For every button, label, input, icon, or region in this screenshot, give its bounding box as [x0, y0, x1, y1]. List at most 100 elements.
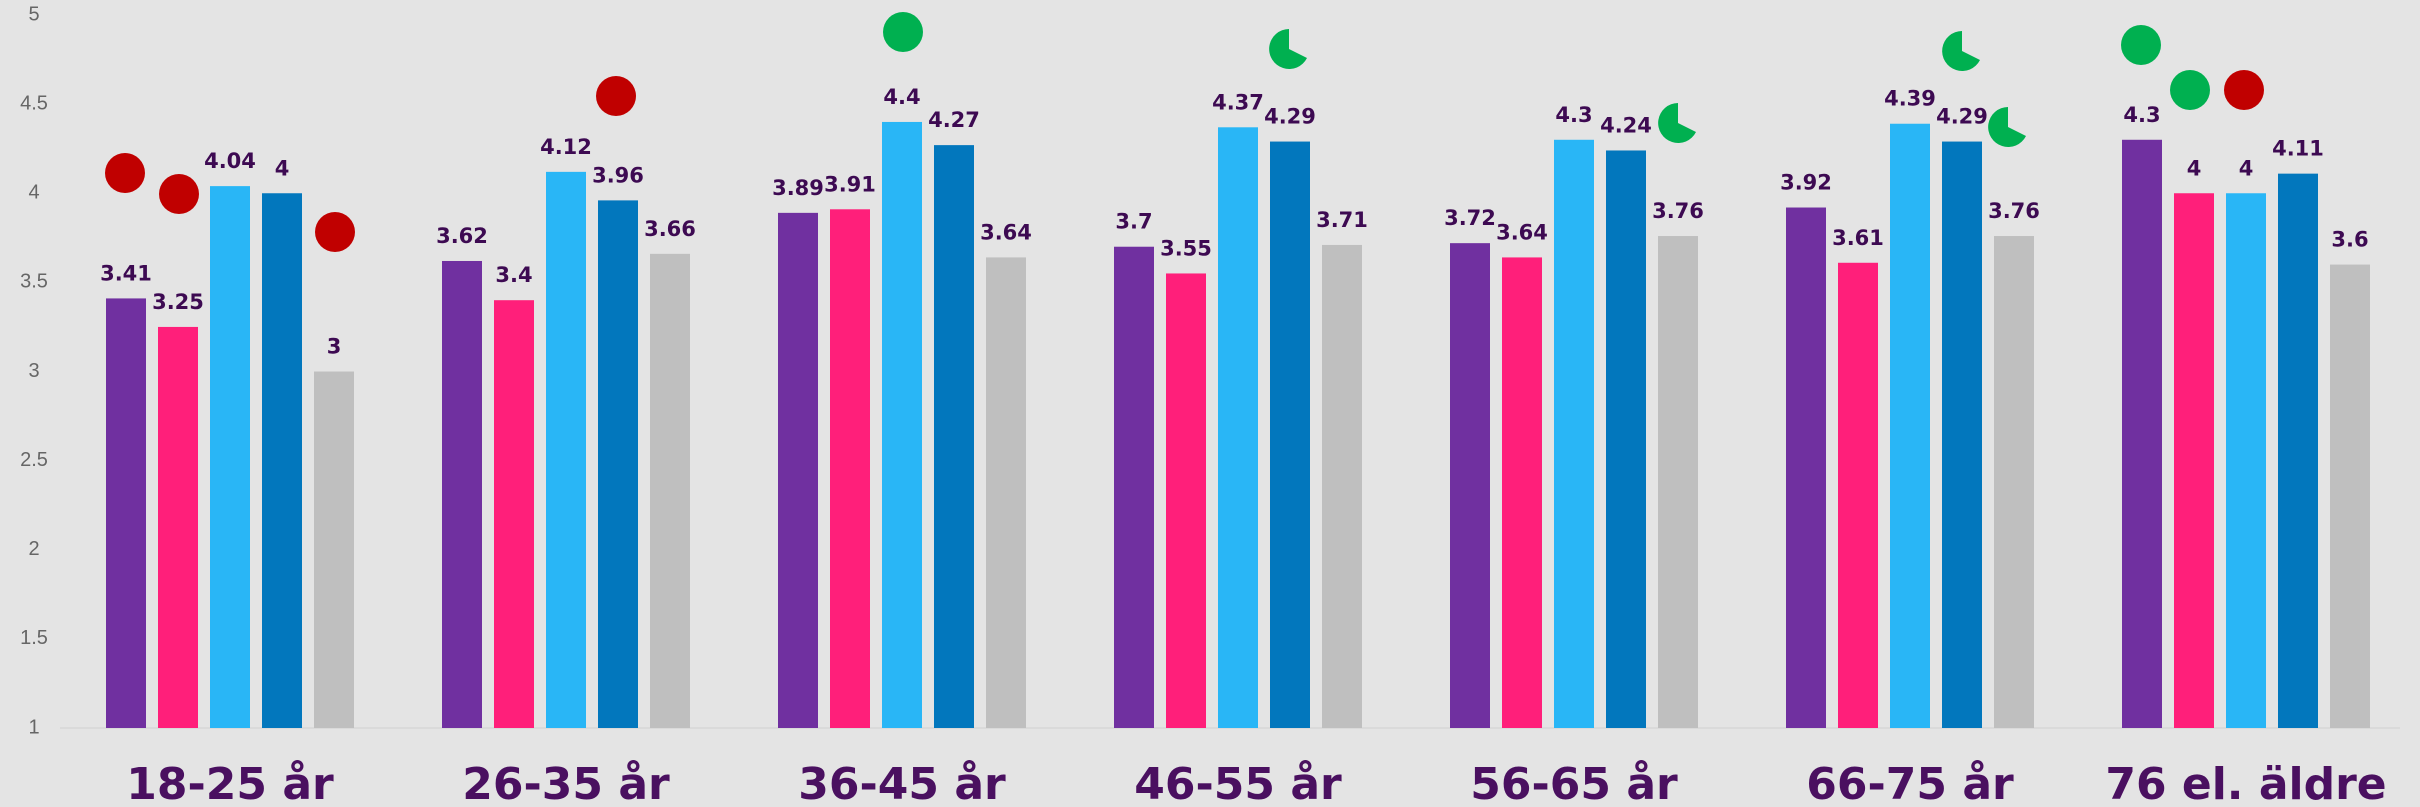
bar	[106, 298, 146, 728]
value-label: 3.89	[772, 176, 824, 200]
bar	[1322, 244, 1362, 728]
bar	[1658, 236, 1698, 728]
bar	[2278, 173, 2318, 728]
bar	[1166, 273, 1206, 728]
value-label: 4.04	[204, 149, 256, 173]
y-tick-label: 1.5	[20, 627, 48, 649]
value-label: 4.3	[2123, 103, 2160, 127]
bar	[314, 371, 354, 728]
y-tick-label: 3	[28, 360, 39, 382]
value-label: 3.72	[1444, 206, 1496, 230]
indicator	[1269, 29, 1307, 69]
value-label: 4.12	[540, 135, 592, 159]
bar	[778, 212, 818, 729]
value-label: 3.91	[824, 172, 876, 196]
y-tick-label: 1	[28, 716, 39, 738]
bar	[2174, 193, 2214, 728]
indicator	[2224, 70, 2264, 110]
x-tick-label: 36-45 år	[798, 759, 1006, 807]
bar	[1786, 207, 1826, 728]
value-label: 3	[327, 335, 342, 359]
bar	[1502, 257, 1542, 728]
y-tick-label: 4	[28, 182, 39, 204]
x-tick-label: 56-65 år	[1470, 759, 1678, 807]
y-tick-label: 5	[28, 3, 39, 25]
value-label: 4	[2239, 156, 2254, 180]
value-label: 3.76	[1652, 199, 1704, 223]
value-label: 3.6	[2331, 228, 2368, 252]
value-label: 4.4	[883, 85, 920, 109]
indicator	[2170, 70, 2210, 110]
bar	[1606, 150, 1646, 729]
y-tick-label: 2.5	[20, 449, 48, 471]
x-tick-label: 26-35 år	[462, 759, 670, 807]
indicator	[105, 153, 145, 193]
bar	[1114, 246, 1154, 728]
bar	[1890, 123, 1930, 729]
x-tick-label: 66-75 år	[1806, 759, 2014, 807]
bar	[1554, 139, 1594, 728]
indicator	[883, 12, 923, 52]
indicator	[159, 174, 199, 214]
bar	[2330, 264, 2370, 728]
bar	[158, 326, 198, 728]
value-label: 4.24	[1600, 113, 1652, 137]
bar	[986, 257, 1026, 728]
x-tick-label: 18-25 år	[126, 759, 334, 807]
value-label: 3.61	[1832, 226, 1884, 250]
bar	[1270, 141, 1310, 728]
value-label: 3.7	[1115, 210, 1152, 234]
bar	[494, 300, 534, 728]
bar	[1994, 236, 2034, 728]
x-tick-label: 46-55 år	[1134, 759, 1342, 807]
bar	[598, 200, 638, 728]
indicator	[315, 212, 355, 252]
value-label: 3.62	[436, 224, 488, 248]
value-label: 3.76	[1988, 199, 2040, 223]
bar	[830, 209, 870, 729]
y-tick-label: 2	[28, 538, 39, 560]
indicator	[2121, 25, 2161, 65]
value-label: 4	[2187, 156, 2202, 180]
bar	[1942, 141, 1982, 728]
bar	[934, 145, 974, 728]
y-tick-label: 3.5	[20, 271, 48, 293]
y-tick-label: 4.5	[20, 92, 48, 114]
value-label: 4.27	[928, 108, 980, 132]
value-label: 3.96	[592, 163, 644, 187]
value-label: 4	[275, 156, 290, 180]
value-label: 3.4	[495, 263, 532, 287]
bar	[262, 193, 302, 728]
bar	[210, 186, 250, 728]
bar	[442, 260, 482, 728]
bar	[1450, 243, 1490, 728]
value-label: 3.41	[100, 261, 152, 285]
indicators	[105, 12, 2264, 252]
indicator	[1942, 31, 1980, 71]
bar	[882, 121, 922, 728]
bar	[546, 171, 586, 729]
indicator	[1988, 107, 2026, 147]
indicator	[596, 76, 636, 116]
bar	[2226, 193, 2266, 728]
x-tick-label: 76 el. äldre	[2105, 759, 2386, 807]
bar	[1838, 262, 1878, 728]
bar	[2122, 139, 2162, 728]
value-label: 4.39	[1884, 87, 1936, 111]
value-label: 4.3	[1555, 103, 1592, 127]
value-label: 3.55	[1160, 236, 1212, 260]
value-label: 3.64	[1496, 220, 1548, 244]
value-label: 4.29	[1936, 105, 1988, 129]
value-label: 3.92	[1780, 171, 1832, 195]
bar	[650, 253, 690, 729]
value-label: 3.64	[980, 220, 1032, 244]
value-label: 3.25	[152, 290, 204, 314]
indicator	[1658, 103, 1696, 143]
value-label: 4.11	[2272, 137, 2324, 161]
value-label: 4.37	[1212, 90, 1264, 114]
value-label: 3.66	[644, 217, 696, 241]
value-label: 3.71	[1316, 208, 1368, 232]
